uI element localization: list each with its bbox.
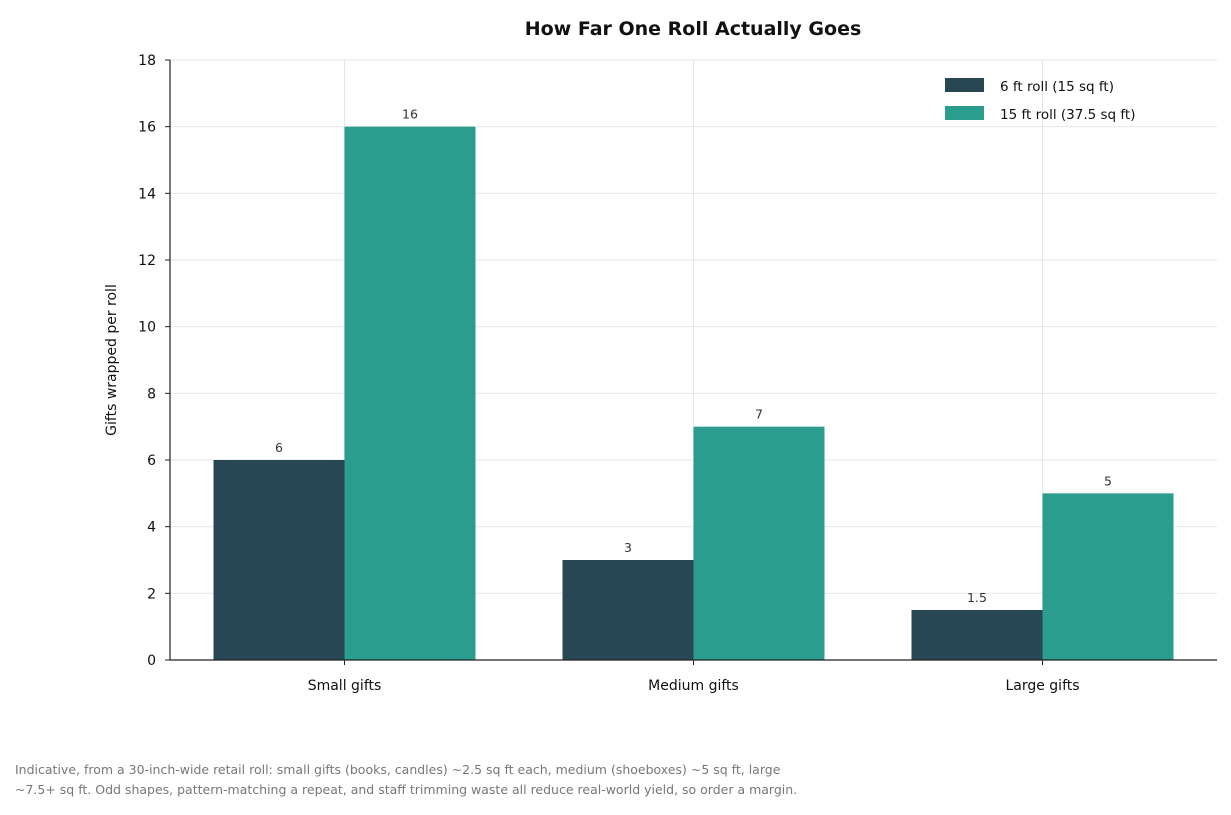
data-label: 6 [275,440,283,455]
data-label: 3 [624,540,632,555]
y-tick-label: 8 [147,386,156,402]
bar-series1-2 [562,560,694,660]
y-tick-label: 16 [138,120,156,136]
legend-label: 15 ft roll (37.5 sq ft) [1000,107,1135,123]
data-label: 16 [402,107,418,122]
y-tick-label: 6 [147,453,156,469]
y-tick-labels: 0 2 4 6 8 10 12 14 16 18 [138,53,156,669]
bar-series2-1 [344,126,476,660]
bar-series1-1 [213,460,345,660]
x-tick-label: Large gifts [1005,678,1079,694]
legend-label: 6 ft roll (15 sq ft) [1000,79,1114,95]
y-tick-label: 14 [138,186,156,202]
legend: 6 ft roll (15 sq ft) 15 ft roll (37.5 sq … [945,78,1135,123]
y-tick-label: 2 [147,586,156,602]
bar-series1-3 [911,610,1043,660]
x-tick-label: Small gifts [308,678,382,694]
data-label: 5 [1104,473,1112,488]
y-tick-label: 4 [147,520,156,536]
bar-chart: How Far One Roll Actually Goes 6 3 1.5 16 7 5… [104,18,1217,694]
x-tick-label: Medium gifts [648,678,739,694]
y-tick-label: 18 [138,53,156,69]
footnote: Indicative, from a 30-inch-wide retail r… [15,762,798,797]
bars [213,126,1174,660]
legend-swatch [945,106,984,120]
x-tick-labels: Small gifts Medium gifts Large gifts [308,678,1080,694]
chart-title: How Far One Roll Actually Goes [525,18,862,40]
data-labels: 6 3 1.5 16 7 5 [275,107,1112,605]
y-tick-label: 10 [138,320,156,336]
y-axis-label: Gifts wrapped per roll [104,284,120,436]
y-tick-label: 12 [138,253,156,269]
bar-series2-3 [1042,493,1174,660]
axes [165,59,1217,665]
y-tick-label: 0 [147,653,156,669]
bar-series2-2 [693,426,825,660]
data-label: 7 [755,407,763,422]
data-label: 1.5 [967,590,987,605]
legend-swatch [945,78,984,92]
